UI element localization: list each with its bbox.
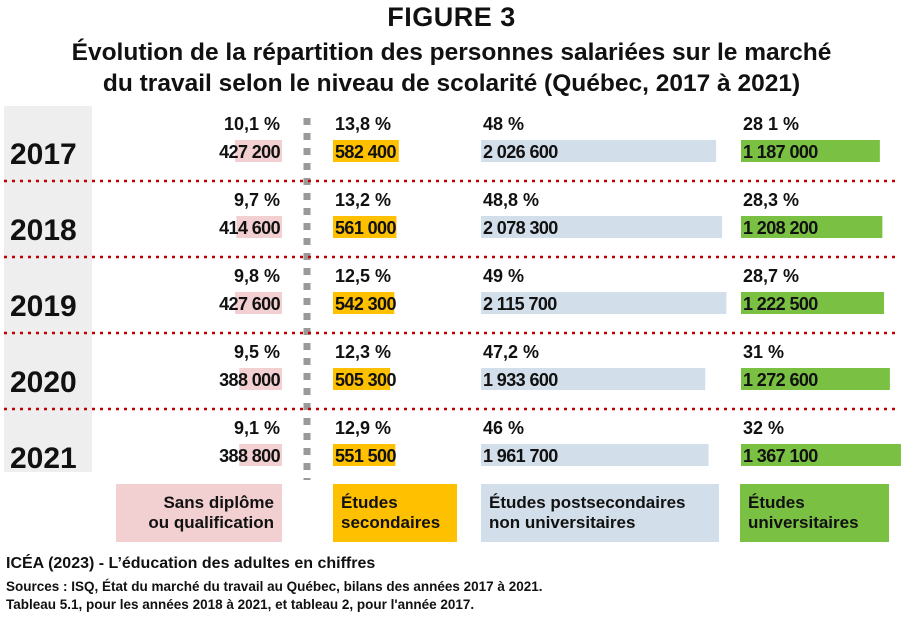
value-label-universitaires-2019: 1 222 500 <box>743 294 818 314</box>
chart-title-line-2: du travail selon le niveau de scolarité … <box>102 70 801 97</box>
bar-sans-diplome-2020 <box>239 368 282 390</box>
percent-label-postsecondaires-2020: 47,2 % <box>483 342 539 362</box>
percent-label-postsecondaires-2017: 48 % <box>483 114 524 134</box>
bar-secondaires-2018 <box>333 216 397 238</box>
value-label-sans-diplome-2018: 414 600 <box>219 218 280 238</box>
year-label-2019: 2019 <box>10 290 77 323</box>
year-label-2020: 2020 <box>10 366 77 399</box>
legend-secondaires: Études secondaires <box>333 484 457 542</box>
bar-sans-diplome-2018 <box>236 216 282 238</box>
bar-postsecondaires-2021 <box>481 444 709 466</box>
legend-universitaires-line-2: universitaires <box>748 513 859 532</box>
value-label-postsecondaires-2021: 1 961 700 <box>483 446 558 466</box>
percent-label-sans-diplome-2017: 10,1 % <box>224 114 280 134</box>
year-label-2017: 2017 <box>10 138 77 171</box>
bar-secondaires-2021 <box>333 444 396 466</box>
bar-sans-diplome-2017 <box>235 140 282 162</box>
legend-sans-diplome-line-1: Sans diplôme <box>163 493 274 512</box>
percent-label-postsecondaires-2019: 49 % <box>483 266 524 286</box>
value-label-sans-diplome-2017: 427 200 <box>219 142 280 162</box>
value-label-sans-diplome-2019: 427 600 <box>219 294 280 314</box>
percent-label-universitaires-2021: 32 % <box>743 418 784 438</box>
year-column-bg <box>4 106 92 472</box>
percent-label-sans-diplome-2020: 9,5 % <box>234 342 280 362</box>
bar-sans-diplome-2019 <box>234 292 282 314</box>
value-label-sans-diplome-2021: 388 800 <box>219 446 280 466</box>
value-label-universitaires-2018: 1 208 200 <box>743 218 818 238</box>
year-label-2021: 2021 <box>10 442 77 475</box>
chart-title: Évolution de la répartition des personne… <box>0 37 903 99</box>
value-label-secondaires-2021: 551 500 <box>335 446 396 466</box>
value-label-postsecondaires-2020: 1 933 600 <box>483 370 558 390</box>
legend-sans-diplome: Sans diplôme ou qualification <box>116 484 282 542</box>
legend-postsecondaires: Études postsecondaires non universitaire… <box>481 484 719 542</box>
bar-universitaires-2020 <box>741 368 890 390</box>
value-label-postsecondaires-2018: 2 078 300 <box>483 218 558 238</box>
legend-universitaires-line-1: Études <box>748 493 805 512</box>
chart-title-line-1: Évolution de la répartition des personne… <box>71 39 832 66</box>
percent-label-secondaires-2019: 12,5 % <box>335 266 391 286</box>
bar-secondaires-2019 <box>333 292 395 314</box>
percent-label-secondaires-2020: 12,3 % <box>335 342 391 362</box>
bar-postsecondaires-2017 <box>481 140 717 162</box>
bar-secondaires-2017 <box>333 140 399 162</box>
legend-universitaires: Études universitaires <box>740 484 889 542</box>
bar-postsecondaires-2019 <box>481 292 727 314</box>
value-label-universitaires-2021: 1 367 100 <box>743 446 818 466</box>
legend-secondaires-line-1: Études <box>341 493 398 512</box>
legend-secondaires-line-2: secondaires <box>341 513 441 532</box>
value-label-secondaires-2020: 505 300 <box>335 370 396 390</box>
year-label-2018: 2018 <box>10 214 77 247</box>
bar-universitaires-2018 <box>741 216 883 238</box>
bar-sans-diplome-2021 <box>239 444 282 466</box>
footer-title: ICÉA (2023) - L’éducation des adultes en… <box>6 555 376 572</box>
bar-postsecondaires-2018 <box>481 216 723 238</box>
bar-universitaires-2021 <box>741 444 901 466</box>
value-label-secondaires-2017: 582 400 <box>335 142 396 162</box>
percent-label-sans-diplome-2019: 9,8 % <box>234 266 280 286</box>
percent-label-secondaires-2017: 13,8 % <box>335 114 391 134</box>
percent-label-secondaires-2021: 12,9 % <box>335 418 391 438</box>
percent-label-sans-diplome-2021: 9,1 % <box>234 418 280 438</box>
percent-label-universitaires-2020: 31 % <box>743 342 784 362</box>
percent-label-secondaires-2018: 13,2 % <box>335 190 391 210</box>
percent-label-universitaires-2019: 28,7 % <box>743 266 799 286</box>
footer-sources-line-1: Sources : ISQ, État du marché du travail… <box>6 579 543 594</box>
legend-sans-diplome-line-2: ou qualification <box>148 513 274 532</box>
percent-label-postsecondaires-2021: 46 % <box>483 418 524 438</box>
value-label-universitaires-2017: 1 187 000 <box>743 142 818 162</box>
legend-postsecondaires-line-2: non universitaires <box>489 513 636 532</box>
percent-label-universitaires-2017: 28 1 % <box>743 114 799 134</box>
value-label-universitaires-2020: 1 272 600 <box>743 370 818 390</box>
value-label-sans-diplome-2020: 388 000 <box>219 370 280 390</box>
value-label-postsecondaires-2017: 2 026 600 <box>483 142 558 162</box>
value-label-secondaires-2019: 542 300 <box>335 294 396 314</box>
value-label-secondaires-2018: 561 000 <box>335 218 396 238</box>
legend-postsecondaires-line-1: Études postsecondaires <box>489 493 686 512</box>
bar-universitaires-2019 <box>741 292 885 314</box>
footer-sources-line-2: Tableau 5.1, pour les années 2018 à 2021… <box>6 597 475 612</box>
bar-universitaires-2017 <box>741 140 880 162</box>
value-label-postsecondaires-2019: 2 115 700 <box>483 294 557 314</box>
figure-label: FIGURE 3 <box>387 2 516 32</box>
bar-postsecondaires-2020 <box>481 368 706 390</box>
percent-label-sans-diplome-2018: 9,7 % <box>234 190 280 210</box>
bar-secondaires-2020 <box>333 368 391 390</box>
chart-area: 2017 427 200 10,1 % 582 400 13,8 % 2 026 600 4… <box>4 106 901 480</box>
percent-label-universitaires-2018: 28,3 % <box>743 190 799 210</box>
percent-label-postsecondaires-2018: 48,8 % <box>483 190 539 210</box>
